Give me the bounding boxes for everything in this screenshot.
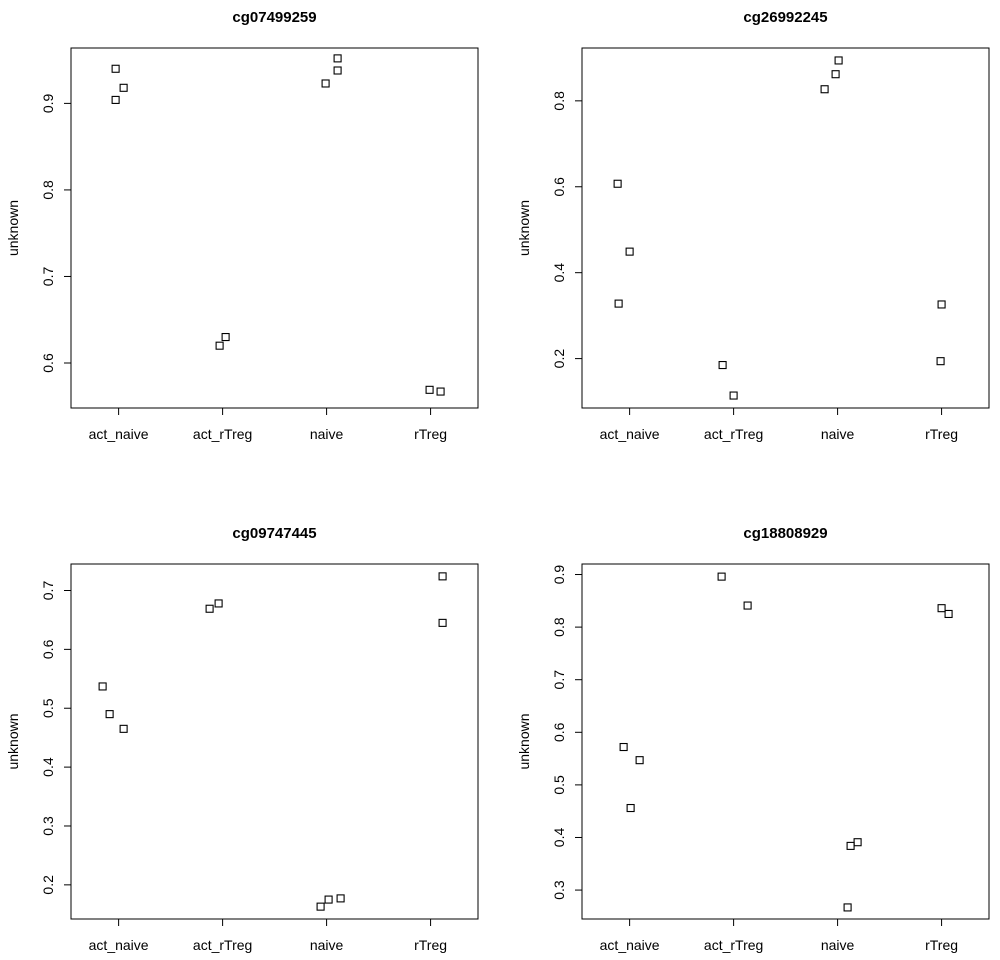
plot-frame (581, 47, 990, 409)
x-tick-label: naive (310, 426, 344, 442)
data-point (944, 609, 953, 619)
x-tick-label: naive (821, 937, 855, 953)
y-tick-label: 0.7 (40, 267, 56, 287)
data-point (333, 54, 342, 63)
x-tick-label: rTreg (925, 937, 958, 953)
data-point (119, 83, 128, 92)
data-point (717, 572, 726, 581)
data-point (316, 902, 325, 911)
y-tick-label: 0.4 (551, 263, 567, 283)
plot-frame (70, 47, 479, 409)
x-tick-label: act_naive (600, 426, 660, 442)
x-tick-label: act_rTreg (704, 937, 763, 953)
y-tick-label: 0.4 (551, 828, 567, 848)
data-point (98, 682, 107, 691)
y-tick-label: 0.5 (40, 698, 56, 718)
y-axis-label: unknown (516, 713, 532, 769)
y-tick-label: 0.4 (40, 757, 56, 777)
y-tick-label: 0.6 (40, 353, 56, 373)
x-tick-label: rTreg (414, 937, 447, 953)
y-tick-label: 0.6 (40, 639, 56, 659)
y-tick-label: 0.3 (551, 880, 567, 900)
y-tick-label: 0.8 (40, 180, 56, 200)
x-tick-label: act_naive (600, 937, 660, 953)
data-point (834, 56, 843, 65)
data-point (119, 724, 128, 733)
y-axis-label: unknown (516, 200, 532, 256)
chart-title: cg07499259 (232, 9, 316, 26)
x-tick-label: act_naive (89, 937, 149, 953)
data-point (729, 391, 738, 400)
x-tick-label: naive (310, 937, 344, 953)
y-tick-label: 0.6 (551, 177, 567, 197)
chart-title: cg18808929 (743, 525, 827, 542)
data-point (626, 803, 635, 813)
x-tick-label: naive (821, 426, 855, 442)
data-point (743, 601, 752, 610)
data-point (625, 247, 634, 256)
x-tick-label: rTreg (925, 426, 958, 442)
y-tick-label: 0.9 (40, 93, 56, 113)
y-axis-label: unknown (5, 713, 21, 769)
data-point (221, 332, 230, 342)
x-tick-label: rTreg (414, 426, 447, 442)
x-tick-label: act_rTreg (193, 426, 252, 442)
data-point (936, 357, 945, 366)
data-point (336, 894, 345, 903)
data-point (831, 70, 840, 79)
data-point (333, 66, 342, 75)
data-point (105, 710, 114, 719)
data-point (111, 64, 120, 73)
data-point (853, 838, 862, 847)
data-point (843, 903, 852, 912)
data-point (937, 604, 946, 613)
y-tick-label: 0.3 (40, 816, 56, 836)
data-point (205, 604, 214, 613)
data-point (937, 300, 946, 309)
data-point (846, 841, 855, 850)
data-point (324, 895, 333, 904)
chart-title: cg26992245 (743, 9, 827, 26)
y-axis-label: unknown (5, 200, 21, 256)
data-point (321, 79, 330, 88)
plot-frame (581, 563, 990, 920)
x-tick-label: act_rTreg (704, 426, 763, 442)
data-point (635, 756, 644, 765)
x-tick-label: act_naive (89, 426, 149, 442)
data-point (214, 599, 223, 608)
data-point (438, 618, 447, 627)
y-tick-label: 0.2 (40, 875, 56, 895)
x-tick-label: act_rTreg (193, 937, 252, 953)
y-tick-label: 0.8 (551, 91, 567, 111)
data-point (619, 742, 628, 752)
data-point (718, 360, 727, 370)
y-tick-label: 0.2 (551, 349, 567, 369)
y-tick-label: 0.8 (551, 617, 567, 637)
plot-frame (70, 563, 479, 920)
data-point (820, 85, 829, 94)
data-point (613, 179, 622, 188)
data-point (215, 341, 224, 350)
chart-title: cg09747445 (232, 525, 316, 542)
data-point (438, 572, 447, 581)
data-point (111, 95, 120, 104)
y-tick-label: 0.7 (551, 670, 567, 690)
y-tick-label: 0.7 (40, 581, 56, 601)
y-tick-label: 0.5 (551, 775, 567, 795)
y-tick-label: 0.6 (551, 722, 567, 742)
y-tick-label: 0.9 (551, 565, 567, 585)
data-point (614, 299, 623, 308)
data-point (436, 387, 445, 396)
data-point (425, 385, 434, 394)
